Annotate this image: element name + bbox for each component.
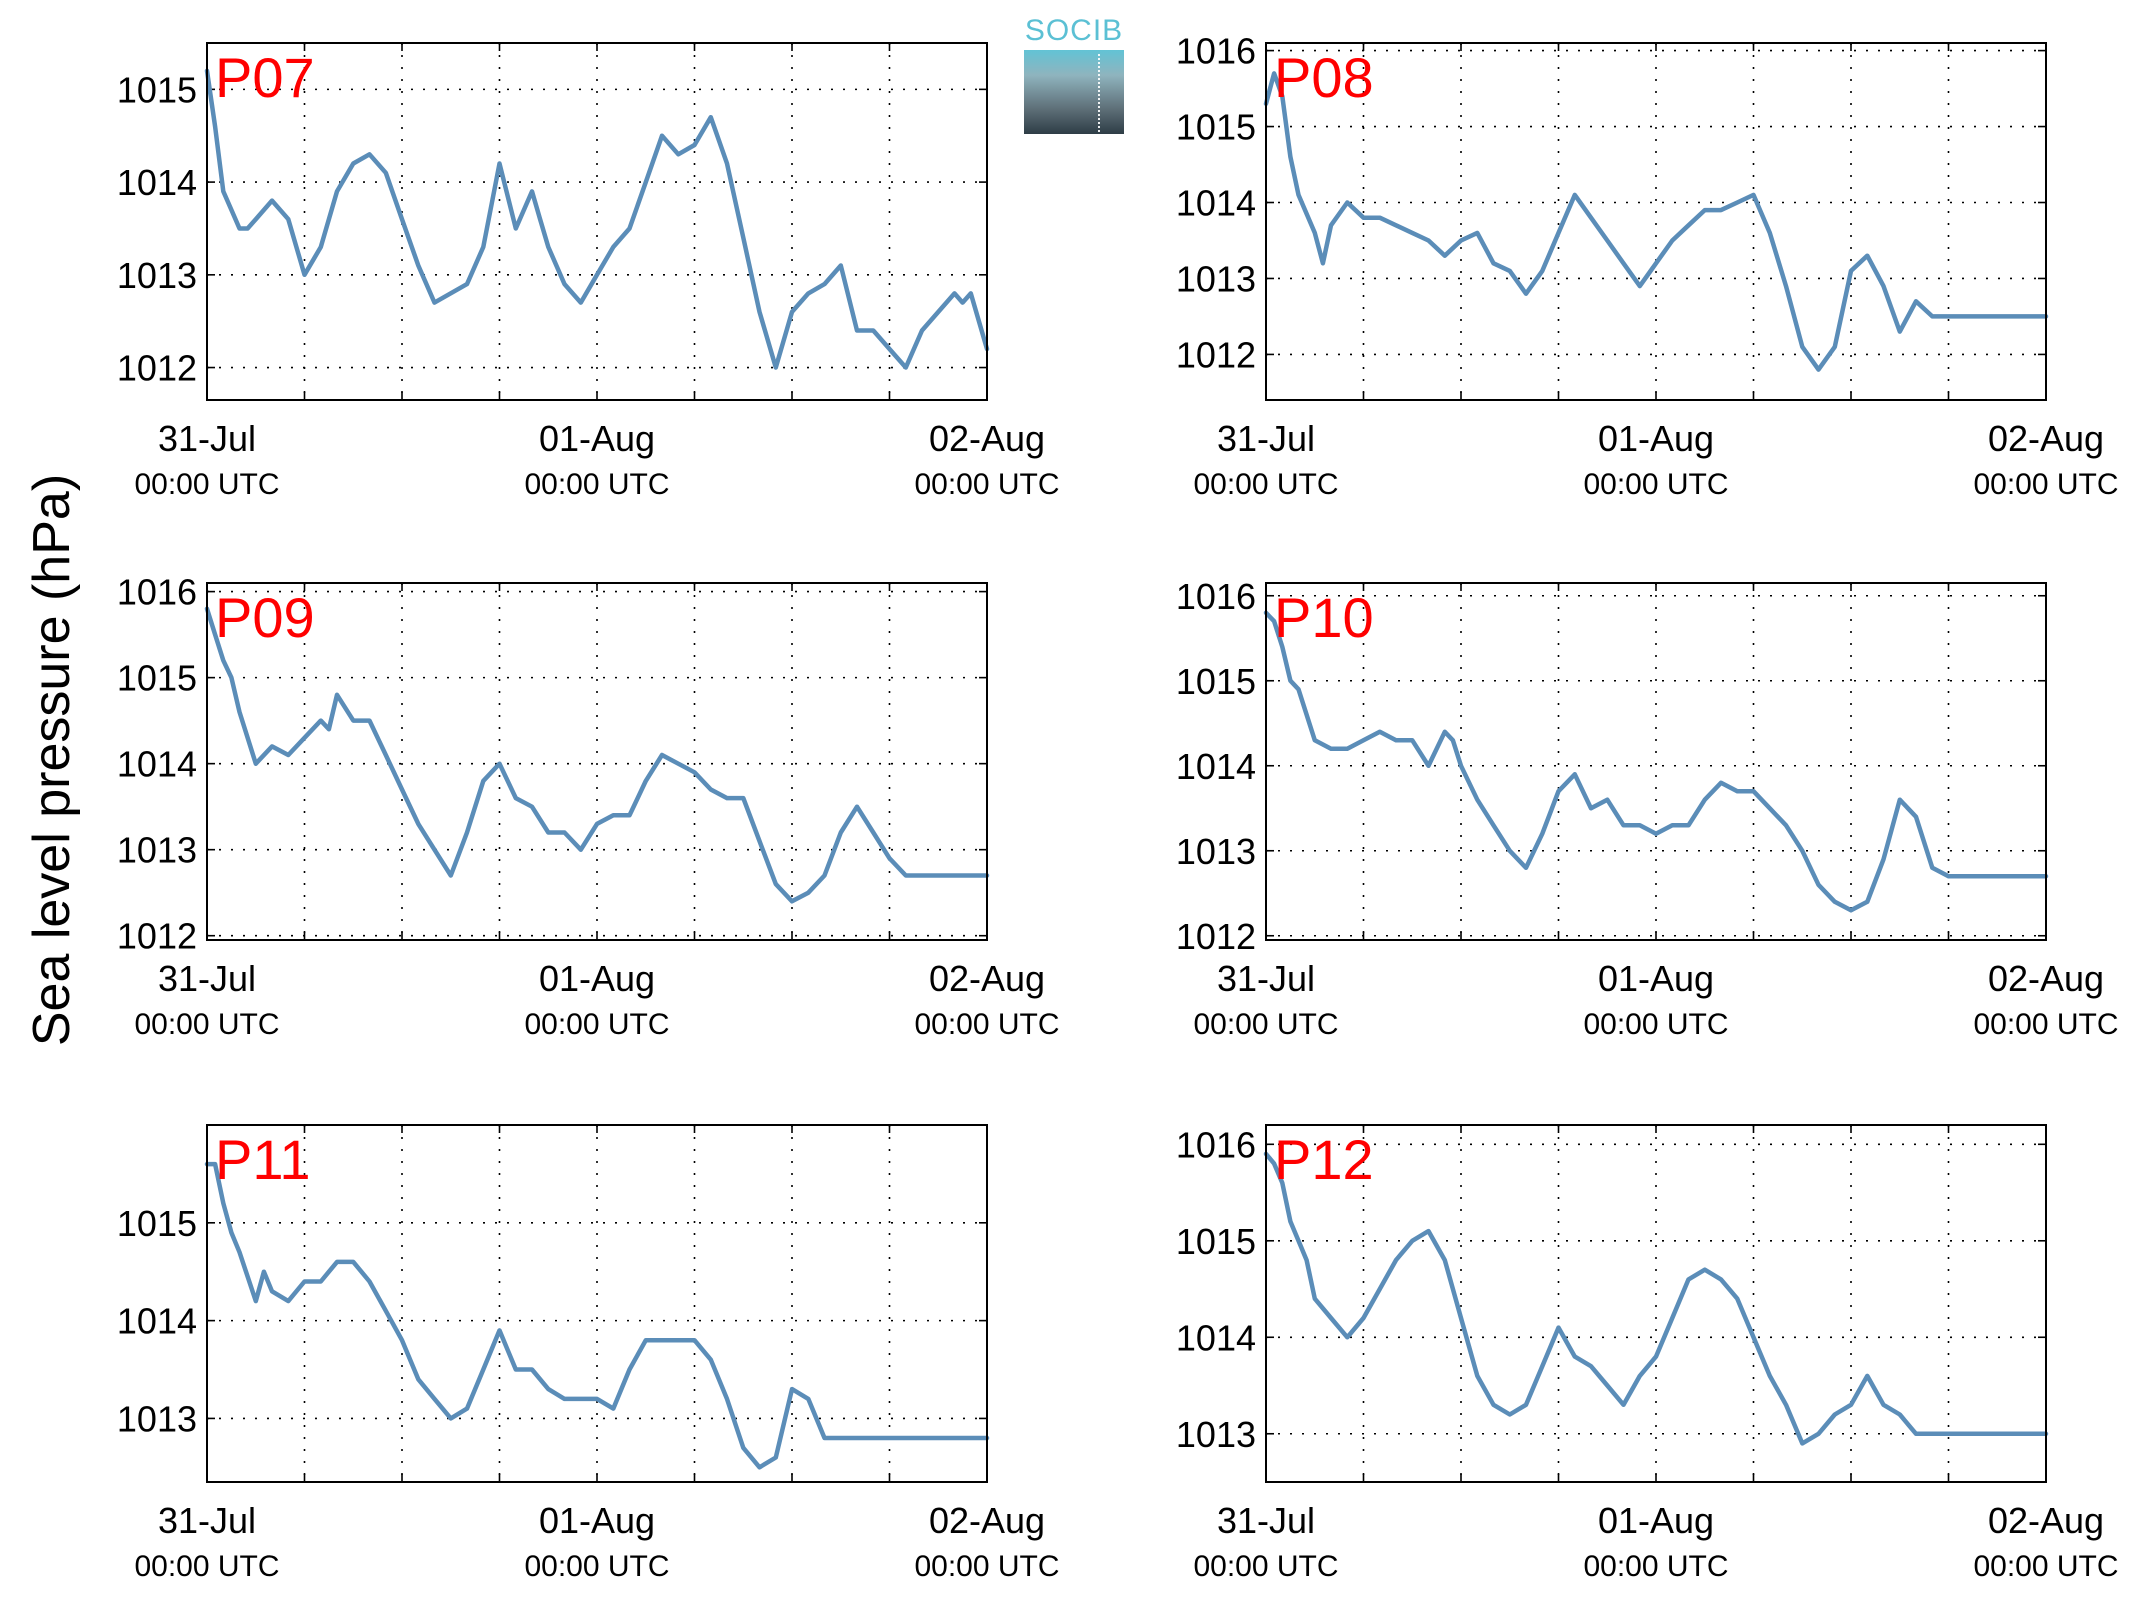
x-tick-label-date: 01-Aug <box>1598 958 1714 999</box>
x-tick-label-time: 00:00 UTC <box>134 468 279 501</box>
x-tick-label-time: 00:00 UTC <box>1193 1008 1338 1041</box>
y-tick-label: 1012 <box>1176 334 1256 375</box>
x-tick-label-date: 01-Aug <box>539 958 655 999</box>
x-tick-label-time: 00:00 UTC <box>524 468 669 501</box>
x-tick-label-date: 02-Aug <box>1988 1500 2104 1541</box>
x-tick-label-date: 01-Aug <box>1598 1500 1714 1541</box>
y-tick-label: 1013 <box>117 830 197 871</box>
pressure-series-line <box>1263 610 2049 913</box>
x-tick-label-time: 00:00 UTC <box>914 1008 1059 1041</box>
y-tick-label: 1016 <box>1176 1124 1256 1165</box>
y-tick-label: 1015 <box>117 69 197 110</box>
panel-title: P12 <box>1274 1128 1374 1191</box>
y-tick-label: 1013 <box>117 255 197 296</box>
pressure-series-line <box>1263 1151 2049 1446</box>
y-tick-label: 1014 <box>117 1301 197 1342</box>
pressure-series-line <box>204 606 990 904</box>
x-tick-label-date: 31-Jul <box>1217 958 1315 999</box>
x-tick-label-date: 02-Aug <box>1988 418 2104 459</box>
x-tick-label-date: 01-Aug <box>539 1500 655 1541</box>
y-tick-label: 1014 <box>1176 1317 1256 1358</box>
x-tick-label-time: 00:00 UTC <box>914 1550 1059 1583</box>
x-tick-label-time: 00:00 UTC <box>524 1008 669 1041</box>
panel-title: P09 <box>215 586 315 649</box>
y-tick-label: 1013 <box>1176 258 1256 299</box>
panel-p09: 1012 1013 1014 1015 1016 31-Jul 00:00 UTC 01-Au… <box>117 572 1060 1041</box>
y-tick-label: 1016 <box>117 572 197 613</box>
axes-frame <box>206 42 988 401</box>
y-tick-label: 1015 <box>1176 107 1256 148</box>
axes-frame <box>1265 42 2047 401</box>
panel-p07: 1012 1013 1014 1015 31-Jul 00:00 UTC 01-Aug 00:… <box>117 42 1060 501</box>
y-tick-label: 1015 <box>117 658 197 699</box>
x-tick-label-date: 02-Aug <box>929 958 1045 999</box>
logo-dotted-line <box>1098 54 1100 132</box>
pressure-series-line <box>204 1161 990 1470</box>
y-tick-label: 1013 <box>1176 1414 1256 1455</box>
axes-frame <box>206 1124 988 1483</box>
x-tick-label-date: 02-Aug <box>1988 958 2104 999</box>
y-tick-label: 1012 <box>1176 916 1256 957</box>
panel-title: P10 <box>1274 586 1374 649</box>
panel-p12: 1013 1014 1015 1016 31-Jul 00:00 UTC 01-Aug 00:… <box>1176 1124 2119 1583</box>
x-tick-label-date: 31-Jul <box>158 418 256 459</box>
y-tick-label: 1015 <box>117 1203 197 1244</box>
x-tick-label-time: 00:00 UTC <box>1193 468 1338 501</box>
y-tick-label: 1016 <box>1176 31 1256 72</box>
panel-title: P08 <box>1274 46 1374 109</box>
axes-frame <box>206 582 988 941</box>
y-tick-label: 1014 <box>117 744 197 785</box>
panel-title: P07 <box>215 46 315 109</box>
x-tick-label-date: 01-Aug <box>1598 418 1714 459</box>
y-tick-label: 1014 <box>1176 183 1256 224</box>
socib-logo: SOCIB <box>1024 14 1124 134</box>
panel-p08: 1012 1013 1014 1015 1016 31-Jul 00:00 UTC 01-Au… <box>1176 31 2119 501</box>
logo-text: SOCIB <box>1024 14 1124 47</box>
panel-p10: 1012 1013 1014 1015 1016 31-Jul 00:00 UTC 01-Au… <box>1176 576 2119 1041</box>
logo-graphic <box>1024 50 1124 134</box>
y-tick-label: 1016 <box>1176 576 1256 617</box>
pressure-series-line <box>1263 71 2049 372</box>
y-tick-label: 1015 <box>1176 1221 1256 1262</box>
y-tick-label: 1012 <box>117 348 197 389</box>
axes-frame <box>1265 582 2047 941</box>
x-tick-label-time: 00:00 UTC <box>134 1550 279 1583</box>
x-tick-label-time: 00:00 UTC <box>1583 1008 1728 1041</box>
pressure-series-line <box>204 68 990 370</box>
x-tick-label-date: 02-Aug <box>929 1500 1045 1541</box>
axes-frame <box>1265 1124 2047 1483</box>
panel-title: P11 <box>215 1128 310 1191</box>
x-tick-label-date: 31-Jul <box>158 958 256 999</box>
y-tick-label: 1015 <box>1176 661 1256 702</box>
y-tick-label: 1014 <box>117 162 197 203</box>
x-tick-label-time: 00:00 UTC <box>134 1008 279 1041</box>
x-tick-label-date: 31-Jul <box>158 1500 256 1541</box>
x-tick-label-time: 00:00 UTC <box>1583 468 1728 501</box>
x-tick-label-time: 00:00 UTC <box>524 1550 669 1583</box>
x-tick-label-time: 00:00 UTC <box>1973 1008 2118 1041</box>
y-tick-label: 1012 <box>117 916 197 957</box>
x-tick-label-time: 00:00 UTC <box>1193 1550 1338 1583</box>
x-tick-label-time: 00:00 UTC <box>1583 1550 1728 1583</box>
x-tick-label-date: 02-Aug <box>929 418 1045 459</box>
x-tick-label-time: 00:00 UTC <box>914 468 1059 501</box>
x-tick-label-time: 00:00 UTC <box>1973 1550 2118 1583</box>
x-tick-label-time: 00:00 UTC <box>1973 468 2118 501</box>
panel-p11: 1013 1014 1015 31-Jul 00:00 UTC 01-Aug 00:00 U… <box>117 1124 1060 1583</box>
x-tick-label-date: 31-Jul <box>1217 418 1315 459</box>
x-tick-label-date: 31-Jul <box>1217 1500 1315 1541</box>
y-tick-label: 1013 <box>117 1398 197 1439</box>
y-tick-label: 1014 <box>1176 746 1256 787</box>
y-tick-label: 1013 <box>1176 831 1256 872</box>
x-tick-label-date: 01-Aug <box>539 418 655 459</box>
